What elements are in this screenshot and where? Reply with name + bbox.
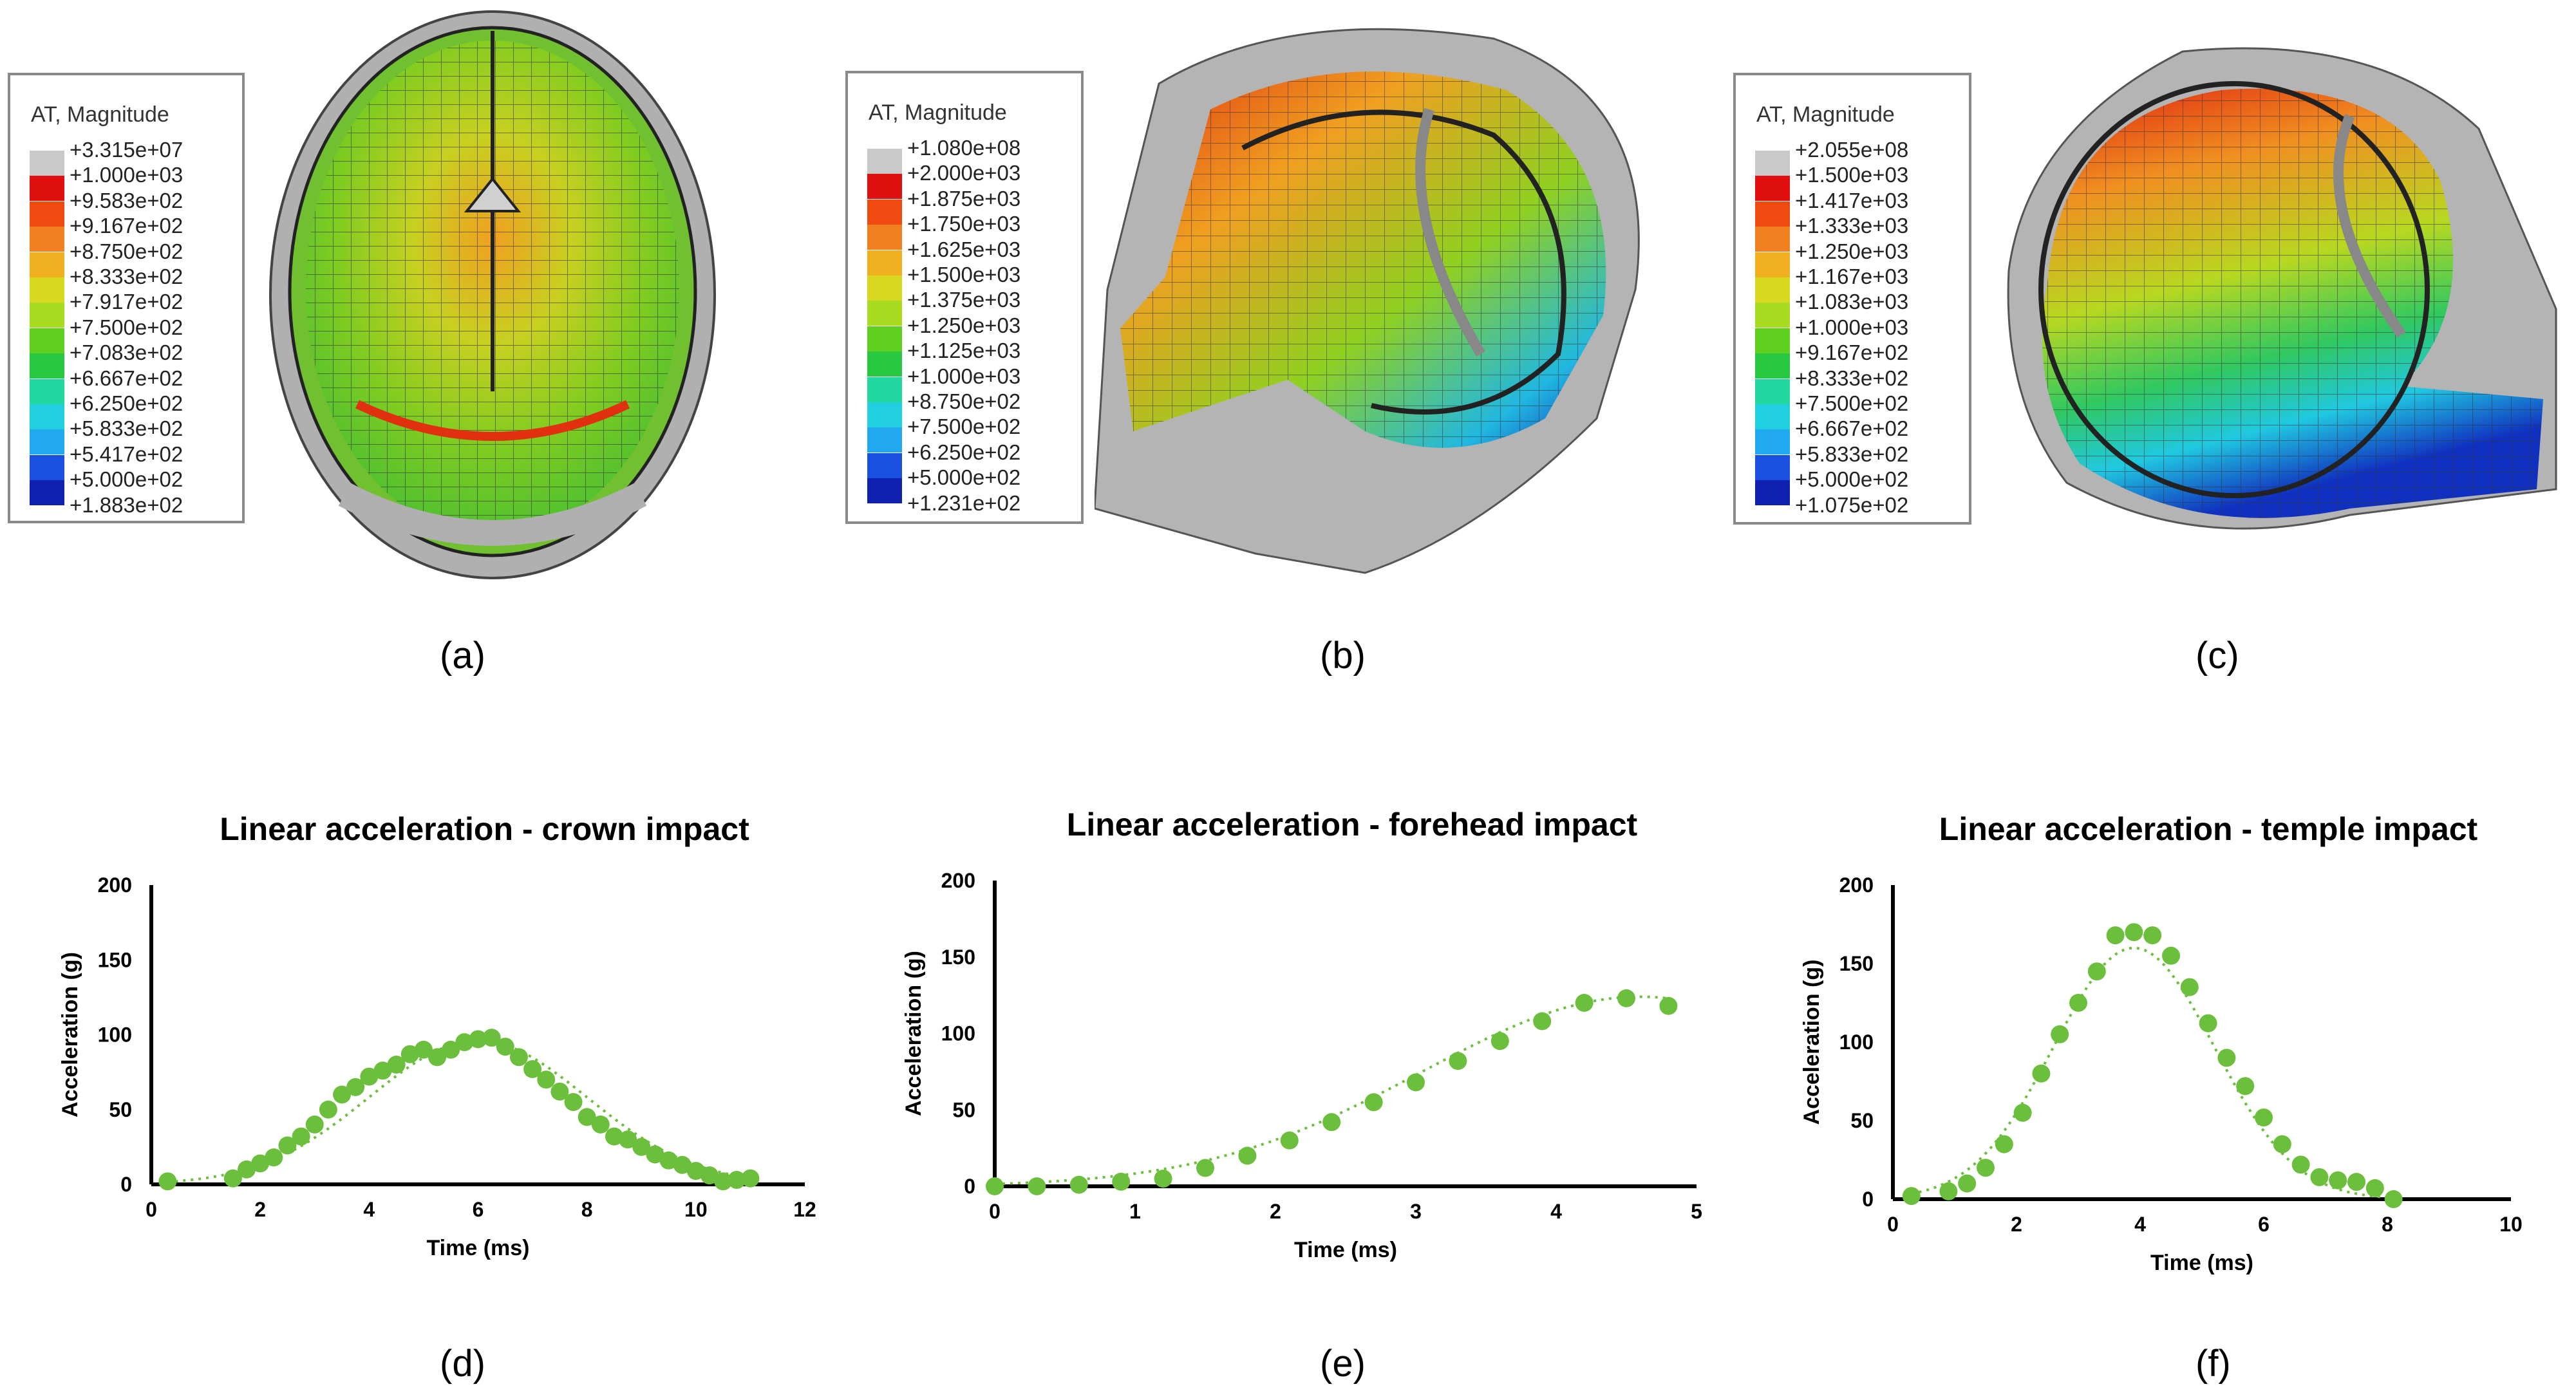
data-point	[2347, 1173, 2365, 1191]
panel-label-f: (f)	[2195, 1342, 2231, 1385]
x-tick-label: 8	[2382, 1213, 2393, 1236]
panel-label-e: (e)	[1320, 1342, 1366, 1385]
y-axis-label: Acceleration (g)	[1800, 960, 1824, 1125]
data-point	[1977, 1159, 1995, 1177]
data-point	[2181, 978, 2199, 996]
panel-label-d: (d)	[440, 1342, 485, 1385]
data-point	[1939, 1182, 1957, 1200]
data-point	[2032, 1065, 2050, 1083]
x-tick-label: 4	[2134, 1213, 2146, 1236]
x-tick-label: 6	[2258, 1213, 2270, 1236]
y-tick-label: 100	[1839, 1031, 1874, 1054]
chart-title: Linear acceleration - temple impact	[1939, 811, 2478, 847]
data-point	[2143, 926, 2161, 944]
data-point	[1995, 1135, 2013, 1153]
data-point	[2069, 994, 2087, 1012]
data-point	[2310, 1168, 2328, 1186]
data-point	[2273, 1135, 2291, 1153]
y-tick-label: 0	[1862, 1188, 1874, 1211]
y-tick-label: 200	[1839, 873, 1874, 897]
chart-temple-impact: Linear acceleration - temple impact 0 50 10…	[0, 0, 2569, 1400]
data-point	[2255, 1108, 2273, 1126]
data-point	[2199, 1014, 2217, 1032]
data-point	[2385, 1190, 2403, 1208]
data-point	[1903, 1187, 1921, 1205]
data-point	[2014, 1104, 2032, 1122]
y-tick-label: 150	[1839, 952, 1874, 975]
data-point	[2217, 1049, 2235, 1067]
data-point	[2125, 923, 2143, 941]
data-point	[2329, 1171, 2347, 1190]
y-tick-label: 50	[1850, 1109, 1874, 1132]
data-point	[2236, 1077, 2254, 1095]
x-tick-label: 10	[2499, 1213, 2523, 1236]
data-point	[2107, 926, 2125, 944]
x-axis-label: Time (ms)	[2150, 1251, 2253, 1275]
data-point	[2051, 1025, 2069, 1043]
data-point	[2292, 1155, 2310, 1173]
data-point	[2366, 1179, 2384, 1197]
x-tick-label: 0	[1887, 1213, 1899, 1236]
data-point	[1958, 1175, 1976, 1193]
x-tick-label: 2	[2011, 1213, 2022, 1236]
data-point	[2088, 962, 2106, 980]
data-point	[2162, 947, 2180, 965]
